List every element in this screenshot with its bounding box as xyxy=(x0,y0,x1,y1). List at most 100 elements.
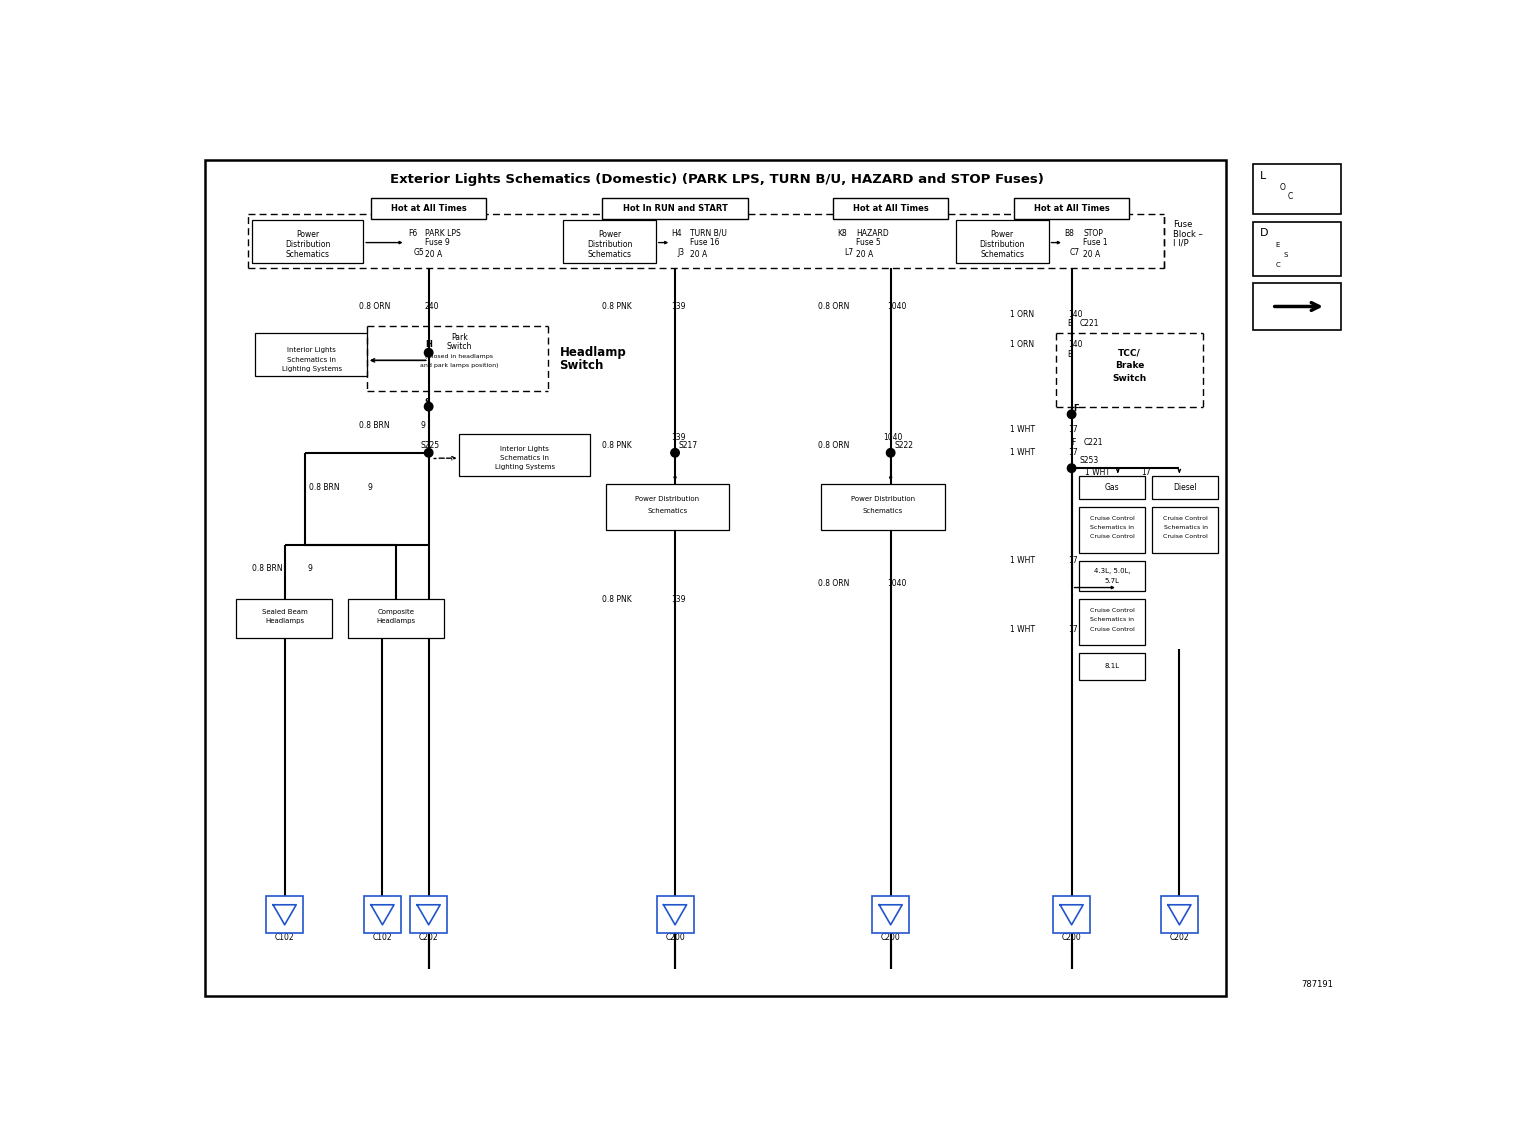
Text: C200: C200 xyxy=(1062,934,1081,943)
Text: B: B xyxy=(380,909,386,918)
Bar xyxy=(1152,507,1218,553)
Text: Cruise Control: Cruise Control xyxy=(1090,516,1135,520)
Text: C202: C202 xyxy=(1169,934,1189,943)
Text: D: D xyxy=(1260,228,1269,239)
Bar xyxy=(1152,476,1218,499)
Text: 0.8 ORN: 0.8 ORN xyxy=(818,302,848,311)
Text: (Closed in headlamps: (Closed in headlamps xyxy=(426,354,494,359)
Text: 5.7L: 5.7L xyxy=(1105,578,1120,584)
Text: Park: Park xyxy=(451,333,468,342)
Text: 0.8 PNK: 0.8 PNK xyxy=(602,302,632,311)
Text: Lighting Systems: Lighting Systems xyxy=(496,463,555,469)
Text: 9: 9 xyxy=(421,421,426,431)
Bar xyxy=(205,160,1225,995)
Bar xyxy=(363,896,401,934)
Circle shape xyxy=(424,349,433,357)
Text: Schematics in: Schematics in xyxy=(1090,525,1134,531)
Text: Fuse 16: Fuse 16 xyxy=(690,239,720,247)
Text: Headlamps: Headlamps xyxy=(377,618,416,625)
Text: 1 WHT: 1 WHT xyxy=(1009,557,1035,565)
Text: Headlamps: Headlamps xyxy=(264,618,304,625)
Bar xyxy=(657,896,693,934)
Text: Schematics: Schematics xyxy=(588,250,632,259)
Circle shape xyxy=(1067,410,1076,418)
Bar xyxy=(348,599,444,637)
Text: STOP: STOP xyxy=(1084,228,1104,237)
Text: F6: F6 xyxy=(407,228,416,237)
Text: Power: Power xyxy=(991,231,1014,240)
Text: Block –: Block – xyxy=(1173,229,1202,239)
Text: 20 A: 20 A xyxy=(856,250,874,259)
Bar xyxy=(236,599,333,637)
Text: Cruise Control: Cruise Control xyxy=(1090,608,1135,613)
Circle shape xyxy=(424,402,433,411)
Text: TCC/: TCC/ xyxy=(1119,349,1140,357)
Text: 9: 9 xyxy=(366,483,372,492)
Text: Schematics in: Schematics in xyxy=(1090,617,1134,623)
Bar xyxy=(872,896,909,934)
Text: S253: S253 xyxy=(1079,456,1099,465)
Bar xyxy=(1053,896,1090,934)
Text: Lighting Systems: Lighting Systems xyxy=(281,366,342,371)
Text: S217: S217 xyxy=(679,441,698,450)
Text: PARK LPS: PARK LPS xyxy=(424,228,461,237)
Text: Hot In RUN and START: Hot In RUN and START xyxy=(623,204,728,214)
Text: J3: J3 xyxy=(678,248,684,257)
Text: Fuse 1: Fuse 1 xyxy=(1084,239,1108,247)
Text: F: F xyxy=(1069,909,1075,918)
Bar xyxy=(1252,164,1341,214)
Text: Power: Power xyxy=(597,231,622,240)
Text: Schematics: Schematics xyxy=(863,508,903,513)
Text: Interior Lights: Interior Lights xyxy=(287,348,336,353)
Text: TURN B/U: TURN B/U xyxy=(690,228,728,237)
Bar xyxy=(1252,222,1341,276)
Text: A: A xyxy=(281,909,287,918)
Bar xyxy=(833,198,948,219)
Text: Fuse: Fuse xyxy=(1173,219,1193,228)
Bar xyxy=(1079,653,1145,680)
Text: S222: S222 xyxy=(894,441,914,450)
Bar xyxy=(1079,599,1145,645)
Text: and park lamps position): and park lamps position) xyxy=(420,362,499,368)
Text: 0.8 BRN: 0.8 BRN xyxy=(309,483,340,492)
Text: 1 WHT: 1 WHT xyxy=(1009,449,1035,458)
Text: Power: Power xyxy=(296,231,319,240)
Bar xyxy=(1252,283,1341,329)
Text: Distribution: Distribution xyxy=(587,241,632,250)
Text: 0.8 ORN: 0.8 ORN xyxy=(818,441,848,450)
Text: E: E xyxy=(1067,350,1073,359)
Text: 20 A: 20 A xyxy=(690,250,708,259)
Text: G: G xyxy=(1176,909,1183,918)
Text: Distribution: Distribution xyxy=(286,241,330,250)
Text: 0.8 BRN: 0.8 BRN xyxy=(251,563,283,573)
Bar xyxy=(371,198,486,219)
Text: C: C xyxy=(426,909,432,918)
Bar xyxy=(410,896,447,934)
Bar xyxy=(821,484,944,529)
Text: C7: C7 xyxy=(1070,248,1081,257)
Text: Brake: Brake xyxy=(1114,361,1145,370)
Text: 17: 17 xyxy=(1067,449,1078,458)
Text: Composite: Composite xyxy=(378,609,415,616)
Text: H: H xyxy=(424,341,432,350)
Text: S: S xyxy=(1283,252,1287,258)
Text: Power Distribution: Power Distribution xyxy=(851,496,915,502)
Circle shape xyxy=(424,449,433,457)
Text: S225: S225 xyxy=(421,441,441,450)
Text: 1040: 1040 xyxy=(883,433,903,442)
Text: 0.8 ORN: 0.8 ORN xyxy=(818,579,848,588)
Text: Hot at All Times: Hot at All Times xyxy=(1034,204,1110,214)
Circle shape xyxy=(886,449,895,457)
Text: K8: K8 xyxy=(836,228,847,237)
Text: 17: 17 xyxy=(1067,425,1078,434)
Text: Cruise Control: Cruise Control xyxy=(1090,627,1135,632)
Text: 0.8 PNK: 0.8 PNK xyxy=(602,594,632,603)
Text: 1 WHT: 1 WHT xyxy=(1009,425,1035,434)
Text: E: E xyxy=(1275,242,1280,248)
Bar xyxy=(1161,896,1198,934)
Text: 9: 9 xyxy=(307,563,313,573)
Text: C102: C102 xyxy=(275,934,295,943)
Text: O: O xyxy=(1280,183,1286,192)
Circle shape xyxy=(670,449,679,457)
Text: H4: H4 xyxy=(672,228,682,237)
